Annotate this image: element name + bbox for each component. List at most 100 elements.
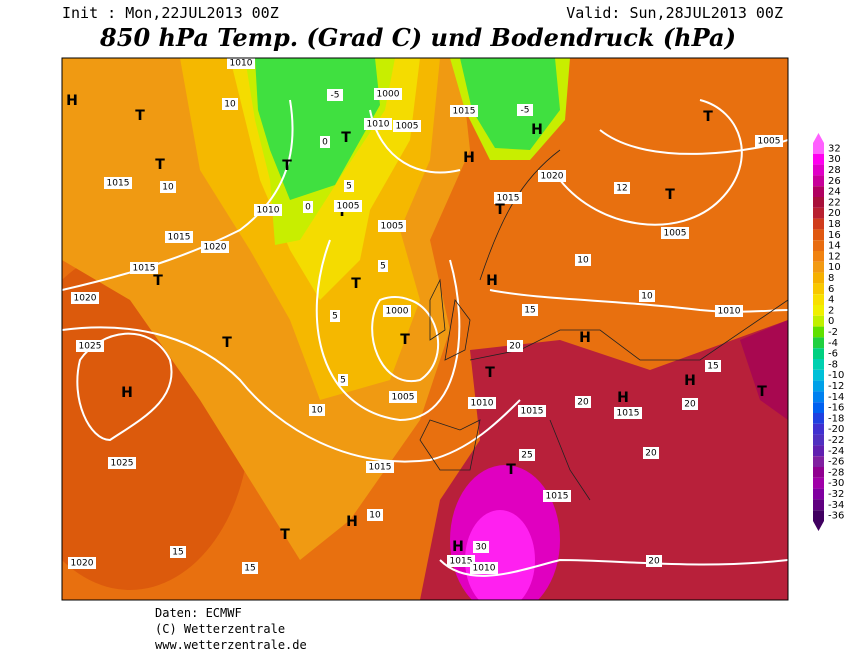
contour-label: 1015 [453,107,476,117]
colorbar-swatch [813,359,824,370]
colorbar-swatch [813,413,824,424]
contour-label: 1015 [168,233,191,243]
contour-label: 5 [380,262,386,272]
colorbar-tick-label: 24 [828,187,841,198]
pressure-center: T [153,273,163,289]
colorbar-swatch [813,143,824,154]
contour-label: 10 [311,406,323,416]
label-box [389,391,417,403]
contour-label: 1010 [718,307,741,317]
pressure-center: T [495,202,505,218]
pressure-center: T [341,130,351,146]
pressure-center: H [617,390,629,406]
colorbar-cap [813,133,824,143]
label-box [575,396,591,408]
colorbar-swatch [813,423,824,435]
pressure-center: T [282,158,292,174]
label-box [614,182,630,194]
contour-label: 15 [244,564,255,574]
colorbar-tick-label: -16 [828,403,844,414]
label-box [393,120,421,132]
colorbar-tick-label: -30 [828,478,844,489]
colorbar-tick-label: -36 [828,511,844,522]
label-box [327,89,343,101]
colorbar-swatch [813,402,824,413]
colorbar-swatch [813,251,824,262]
pressure-center: H [531,122,543,138]
pressure-center: T [222,335,232,351]
label-box [165,231,193,243]
pressure-center: T [280,527,290,543]
pressure-center: T [703,109,713,125]
colorbar-swatch [813,315,824,327]
contour-label: 1005 [381,222,404,232]
label-box [378,260,388,272]
label-box [682,398,698,410]
colorbar-tick-label: 22 [828,197,841,208]
contour-label: 1020 [74,294,97,304]
colorbar-swatch [813,218,824,230]
colorbar-swatch [813,337,824,349]
colorbar-swatch [813,153,824,165]
contour-label: 1015 [369,463,392,473]
contour-label: 10 [641,292,653,302]
contour-label: 15 [172,548,183,558]
colorbar-swatch [813,186,824,197]
label-box [160,181,176,193]
contour-label: 1010 [471,399,494,409]
label-box [518,405,546,417]
label-box [522,304,538,316]
colorbar-swatch [813,434,824,446]
label-box [130,262,158,274]
colorbar-tick-label: -4 [828,338,838,349]
label-box [473,541,489,553]
contour-label: 20 [577,398,589,408]
contour-label: 1000 [377,90,400,100]
label-box [374,88,402,100]
colorbar-swatch [813,261,824,273]
colorbar-tick-label: 2 [828,305,834,316]
data-source: Daten: ECMWF [155,606,242,620]
label-box [494,192,522,204]
label-box [639,290,655,302]
label-box [303,201,313,213]
colorbar-tick-label: -20 [828,424,844,435]
label-box [705,360,721,372]
label-box [320,136,330,148]
contour-label: 12 [616,184,627,194]
colorbar-tick-label: -26 [828,457,844,468]
label-box [643,447,659,459]
pressure-center: T [155,157,165,173]
colorbar-swatch [813,477,824,489]
contour-label: 1020 [204,243,227,253]
contour-label: 0 [322,138,328,148]
valid-time: Valid: Sun,28JUL2013 00Z [566,4,783,22]
colorbar-swatch [813,240,824,251]
contour-label: 1015 [107,179,130,189]
contour-label: 1025 [79,342,102,352]
colorbar-tick-label: -12 [828,381,844,392]
contour-label: 5 [346,182,352,192]
colorbar-tick-label: 32 [828,143,841,154]
colorbar-swatch [813,488,824,500]
label-box [614,407,642,419]
pressure-center: T [757,384,767,400]
label-box [367,509,383,521]
pressure-center: H [463,150,475,166]
contour-label: 1010 [473,564,496,574]
colorbar-tick-label: 12 [828,251,841,262]
contour-label: 1005 [758,137,781,147]
colorbar-swatch [813,294,824,305]
contour-label: 0 [305,203,311,213]
label-box [364,118,392,130]
colorbar-tick-label: 28 [828,165,841,176]
colorbar-swatch [813,197,824,208]
colorbar-tick-label: -6 [828,349,838,360]
pressure-center: H [66,93,78,109]
init-time: Init : Mon,22JUL2013 00Z [62,4,279,22]
map-frame [61,57,789,601]
pressure-center: H [452,539,464,555]
colorbar-tick-label: 10 [828,262,841,273]
pressure-center: T [506,462,516,478]
colorbar-tick-label: 8 [828,273,834,284]
